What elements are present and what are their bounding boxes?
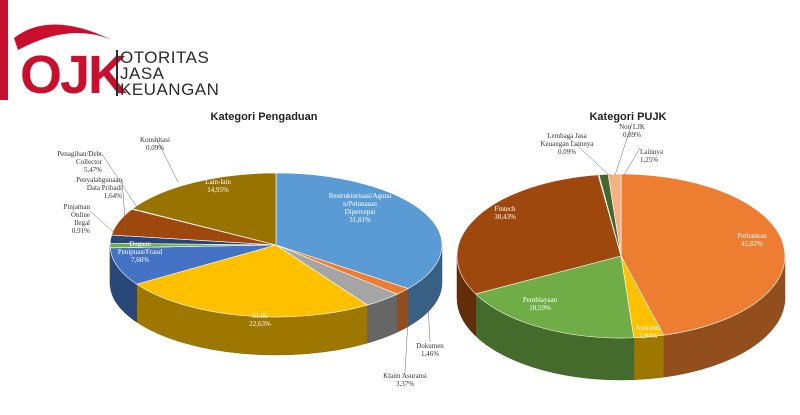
slice-label-pinjaman-online-ilegal: 0,91% bbox=[72, 227, 90, 235]
pie-pengaduan: Restrukturisasi/Agunаn/PelunasanDipercep… bbox=[57, 135, 444, 388]
slice-label-lembaga-jasa-keuangan-lainnya: 0,09% bbox=[558, 148, 576, 156]
logo-divider bbox=[116, 50, 118, 96]
slice-label-pinjaman-online-ilegal: Pinjaman bbox=[64, 203, 91, 211]
slice-label-penagihan-debt-collector: Penagihan/Debt bbox=[57, 150, 102, 158]
slice-label-slik: SLIK bbox=[252, 312, 268, 320]
brand-line-1: OTORITAS bbox=[120, 48, 210, 67]
chart-title-pujk: Kategori PUJK bbox=[589, 111, 666, 123]
slice-label-pembiayaan: Pembiayaan bbox=[523, 296, 558, 304]
slice-label-pinjaman-online-ilegal: Online bbox=[71, 211, 90, 219]
slice-label-konsultasi: 0,09% bbox=[146, 144, 164, 152]
slice-label-perbankan: 45,82% bbox=[741, 240, 763, 248]
brand-line-3: KEUANGAN bbox=[120, 80, 220, 99]
brand-line-2: JASA bbox=[120, 64, 165, 83]
chart-title-pengaduan: Kategori Pengaduan bbox=[211, 111, 318, 123]
slice-label-penyalahgunaan-data-pribadi: Penyalahgunaan bbox=[76, 176, 122, 184]
slice-label-asuransi: 2,94% bbox=[639, 332, 657, 340]
leader-line-konsultasi bbox=[154, 135, 179, 183]
slice-label-lembaga-jasa-keuangan-lainnya: Keuangan Lainnya bbox=[540, 140, 594, 148]
pie-slice-slik bbox=[135, 244, 369, 318]
pie-slice-pembiayaan bbox=[475, 255, 635, 339]
leader-line-dokumen bbox=[427, 304, 431, 343]
slice-label-dugaan-penipuan-fraud: 7,66% bbox=[131, 256, 149, 264]
slice-label-restrukturisasi-agunan-pelunasan-dipercepat: Dipercepat bbox=[345, 208, 376, 216]
slice-label-penyalahgunaan-data-pribadi: Data Pribadi bbox=[87, 184, 122, 192]
slice-label-fintech: 30,43% bbox=[494, 213, 516, 221]
slice-label-fintech: Fintech bbox=[495, 205, 516, 213]
slice-label-lain-lain: 14,95% bbox=[207, 186, 229, 194]
slice-label-penyalahgunaan-data-pribadi: 1,64% bbox=[104, 192, 122, 200]
leader-line-penyalahgunaan-data-pribadi bbox=[121, 179, 127, 233]
slice-label-restrukturisasi-agunan-pelunasan-dipercepat: 31,81% bbox=[349, 216, 371, 224]
pie-slice-lain-lain bbox=[131, 172, 277, 246]
pie-slice-restrukturisasi-agunan-pelunasan-dipercepat bbox=[275, 172, 443, 289]
pie-top bbox=[109, 172, 443, 318]
slice-label-klaim-asuransi: 3,37% bbox=[396, 380, 414, 388]
leader-line-lembaga-jasa-keuangan-lainnya bbox=[566, 135, 611, 177]
slice-label-dokumen: 1,46% bbox=[421, 350, 439, 358]
leader-line-penagihan-debt-collector bbox=[101, 153, 141, 213]
leader-line-non-ljk bbox=[614, 122, 633, 176]
leader-line-lainnya bbox=[623, 147, 641, 176]
slice-label-dugaan-penipuan-fraud: Dugaan bbox=[129, 240, 151, 248]
logo-abbr: OJK bbox=[20, 45, 127, 105]
slice-label-lainnya: Lainnya bbox=[640, 148, 664, 156]
slice-label-konsultasi: Konsultasi bbox=[140, 136, 170, 144]
pie-top bbox=[456, 173, 786, 339]
slice-label-restrukturisasi-agunan-pelunasan-dipercepat: Restrukturisasi/Agunа bbox=[329, 192, 392, 200]
slice-label-pinjaman-online-ilegal: Ilegal bbox=[74, 219, 90, 227]
pie-side-dokumen bbox=[396, 288, 409, 333]
pie-slice-perbankan bbox=[620, 173, 786, 336]
pie-side-asuransi bbox=[633, 334, 664, 381]
logo-swoosh bbox=[14, 24, 112, 50]
slice-label-lembaga-jasa-keuangan-lainnya: Lembaga Jasa bbox=[547, 132, 587, 140]
slice-label-perbankan: Perbankan bbox=[737, 232, 767, 240]
slice-label-dokumen: Dokumen bbox=[416, 342, 444, 350]
slice-label-slik: 22,63% bbox=[249, 320, 271, 328]
ojk-logo: OJK bbox=[0, 0, 129, 105]
slice-label-non-ljk: Non LJK bbox=[619, 123, 645, 131]
leader-line-pinjaman-online-ilegal bbox=[89, 210, 123, 241]
pie-slice-fintech bbox=[456, 174, 622, 295]
slice-label-penagihan-debt-collector: Collector bbox=[76, 158, 103, 166]
slice-label-non-ljk: 0,89% bbox=[623, 131, 641, 139]
slice-label-klaim-asuransi: Klaim Asuransi bbox=[383, 372, 427, 380]
slice-label-penagihan-debt-collector: 5,47% bbox=[84, 166, 102, 174]
slice-label-lainnya: 1,25% bbox=[640, 156, 658, 164]
logo-red-bar bbox=[0, 0, 8, 100]
slice-label-dugaan-penipuan-fraud: Penipuan/Fraud bbox=[118, 248, 163, 256]
slice-label-pembiayaan: 18,59% bbox=[529, 304, 551, 312]
pie-labels: Restrukturisasi/Agunаn/PelunasanDipercep… bbox=[57, 135, 444, 388]
slice-label-restrukturisasi-agunan-pelunasan-dipercepat: n/Pelunasan bbox=[343, 200, 377, 208]
pie-slice-dugaan-penipuan-fraud bbox=[109, 244, 277, 285]
leader-line-klaim-asuransi bbox=[404, 319, 409, 373]
slice-label-asuransi: Asuransi bbox=[636, 324, 661, 332]
slice-label-lain-lain: Lain-lain bbox=[205, 178, 231, 186]
